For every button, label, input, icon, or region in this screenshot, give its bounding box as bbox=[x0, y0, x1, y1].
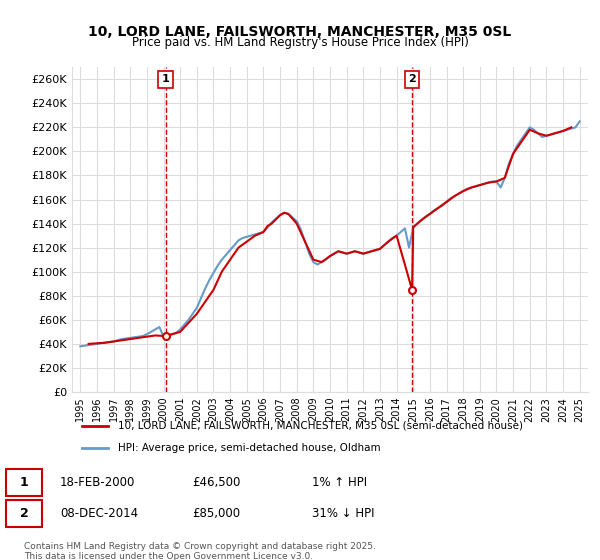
Text: 1% ↑ HPI: 1% ↑ HPI bbox=[312, 476, 367, 489]
Text: 1: 1 bbox=[20, 476, 28, 489]
Text: Contains HM Land Registry data © Crown copyright and database right 2025.
This d: Contains HM Land Registry data © Crown c… bbox=[24, 542, 376, 560]
Text: 10, LORD LANE, FAILSWORTH, MANCHESTER, M35 0SL (semi-detached house): 10, LORD LANE, FAILSWORTH, MANCHESTER, M… bbox=[118, 421, 523, 431]
Text: 10, LORD LANE, FAILSWORTH, MANCHESTER, M35 0SL: 10, LORD LANE, FAILSWORTH, MANCHESTER, M… bbox=[88, 25, 512, 39]
Text: 18-FEB-2000: 18-FEB-2000 bbox=[60, 476, 136, 489]
Text: Price paid vs. HM Land Registry's House Price Index (HPI): Price paid vs. HM Land Registry's House … bbox=[131, 36, 469, 49]
Text: 31% ↓ HPI: 31% ↓ HPI bbox=[312, 507, 374, 520]
Text: 2: 2 bbox=[408, 74, 416, 84]
FancyBboxPatch shape bbox=[6, 501, 42, 528]
Text: £85,000: £85,000 bbox=[192, 507, 240, 520]
Text: HPI: Average price, semi-detached house, Oldham: HPI: Average price, semi-detached house,… bbox=[118, 443, 381, 453]
FancyBboxPatch shape bbox=[6, 469, 42, 496]
Text: 08-DEC-2014: 08-DEC-2014 bbox=[60, 507, 138, 520]
Text: £46,500: £46,500 bbox=[192, 476, 241, 489]
Text: 2: 2 bbox=[20, 507, 28, 520]
Text: 1: 1 bbox=[161, 74, 169, 84]
